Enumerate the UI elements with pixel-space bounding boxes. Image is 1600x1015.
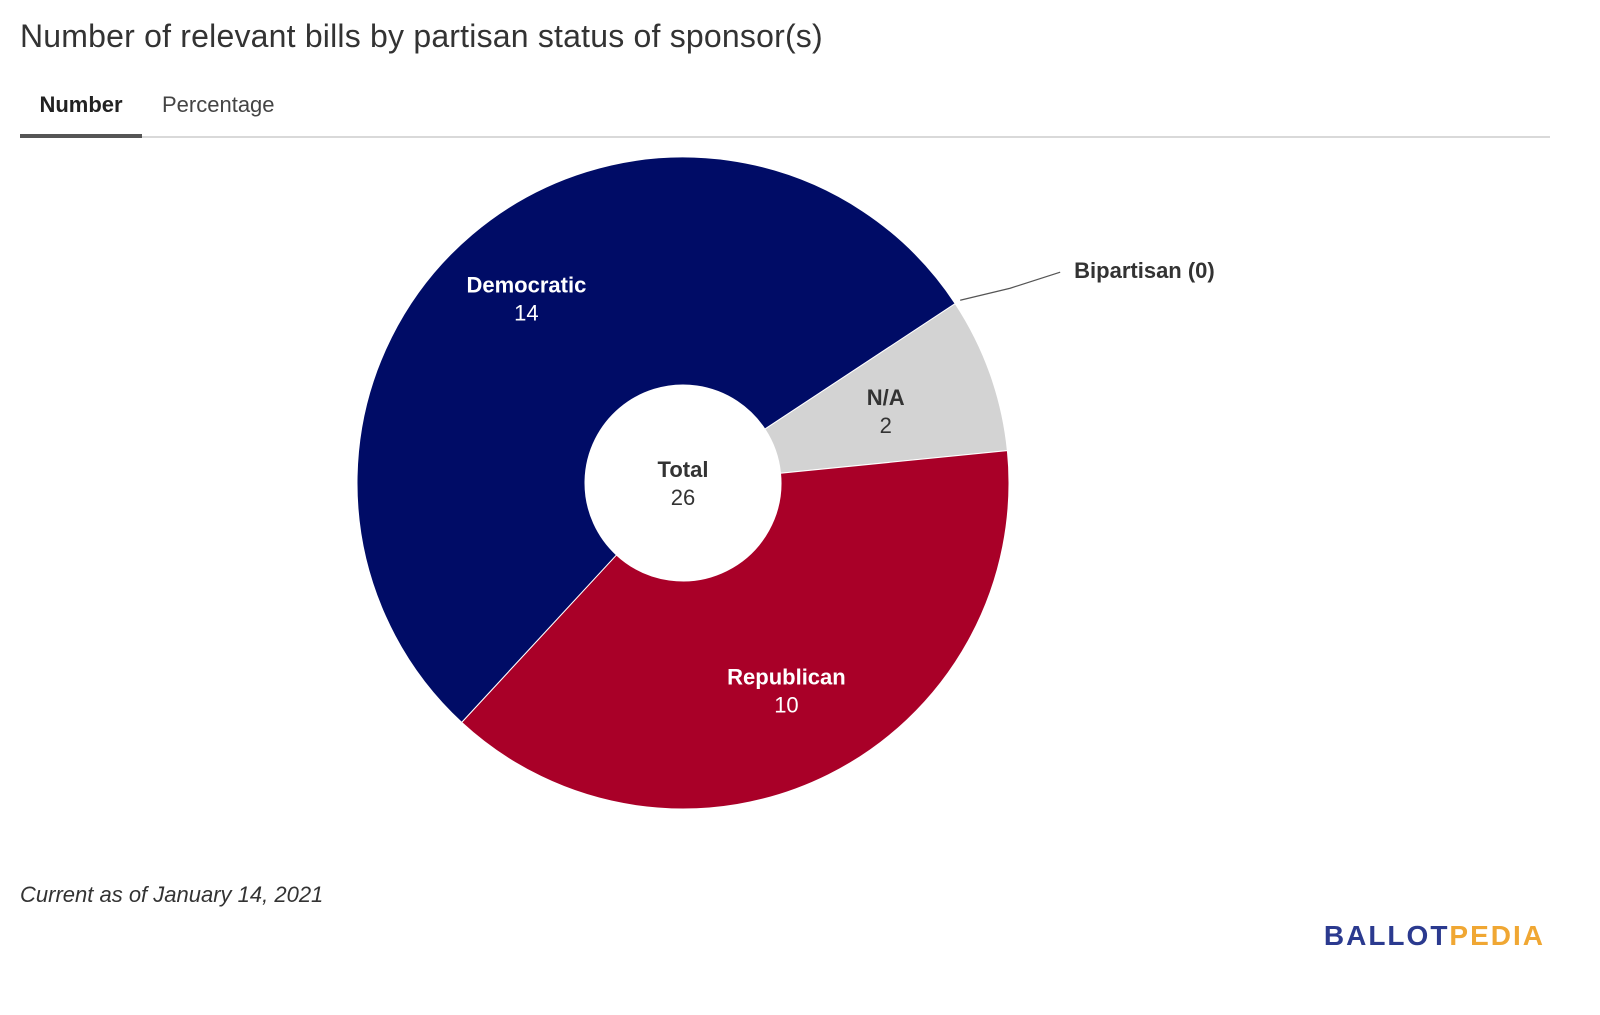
donut-chart: N/A 2 Republican 10 Democratic 14 Bipartisan (… — [0, 140, 1600, 860]
slice-label-n-a: N/A 2 — [867, 385, 905, 438]
chart-title: Number of relevant bills by partisan sta… — [20, 18, 823, 54]
brand-part-ballot: BALLOT — [1323, 920, 1450, 951]
slice-n-a[interactable] — [764, 302, 1008, 474]
slice-republican[interactable] — [460, 450, 1010, 810]
slice-label-republican: Republican 10 — [727, 665, 846, 718]
slice-name-democratic: Democratic — [466, 272, 586, 297]
center-label-name: Total — [658, 457, 709, 482]
slice-value-n-a: 2 — [880, 413, 892, 438]
tab-number[interactable]: Number — [20, 82, 142, 138]
slice-value-democratic: 14 — [514, 300, 538, 325]
slice-name-n-a: N/A — [867, 385, 905, 410]
center-label-value: 26 — [671, 485, 695, 510]
slice-label-democratic: Democratic 14 — [466, 272, 586, 325]
leader-line-bipartisan — [960, 271, 1061, 301]
as-of-note: Current as of January 14, 2021 — [20, 882, 324, 907]
ballotpedia-logo: BALLOTPEDIA — [1324, 920, 1545, 952]
view-tabs: Number Percentage — [20, 82, 1550, 138]
slice-value-republican: 10 — [774, 693, 798, 718]
donut-chart-svg: N/A 2 Republican 10 Democratic 14 Bipartisan (… — [356, 156, 1215, 810]
slice-democratic[interactable] — [356, 156, 956, 724]
slice-name-republican: Republican — [727, 665, 846, 690]
brand-part-pedia: PEDIA — [1449, 920, 1545, 951]
slice-label-bipartisan: Bipartisan (0) — [1074, 258, 1215, 283]
tab-percentage[interactable]: Percentage — [162, 92, 275, 117]
